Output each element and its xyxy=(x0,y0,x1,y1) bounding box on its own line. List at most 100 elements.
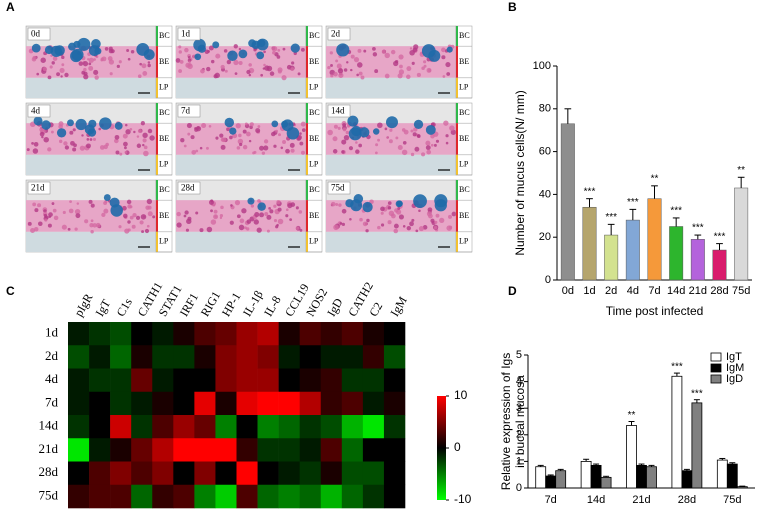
cell xyxy=(83,74,89,80)
cell xyxy=(299,141,304,146)
cell xyxy=(300,121,306,127)
cell xyxy=(187,216,192,221)
heat-cell xyxy=(194,391,216,416)
cell xyxy=(137,74,142,79)
x-tick-label: 75d xyxy=(732,285,750,297)
cell xyxy=(44,218,48,222)
cell xyxy=(195,149,199,153)
mucus-cell xyxy=(385,116,398,129)
cell xyxy=(350,54,355,59)
cell xyxy=(139,62,142,66)
cell xyxy=(210,219,217,225)
cell xyxy=(362,221,368,227)
cell xyxy=(330,201,336,207)
heat-cell xyxy=(68,322,90,346)
cell xyxy=(269,209,274,214)
cell xyxy=(41,135,44,139)
cell xyxy=(409,221,414,227)
cell xyxy=(358,143,363,148)
heat-cell xyxy=(383,391,406,416)
cell xyxy=(281,75,287,81)
cell xyxy=(276,200,281,205)
x-tick-label: 2d xyxy=(605,285,617,297)
cell xyxy=(377,138,380,142)
cell xyxy=(118,225,122,229)
cell xyxy=(33,141,39,147)
label-box xyxy=(27,27,51,41)
heat-cell xyxy=(257,438,279,462)
mucus-cell xyxy=(227,50,238,61)
heat-cell xyxy=(131,461,153,486)
heat-cell xyxy=(236,345,258,369)
cell xyxy=(119,152,123,156)
cell xyxy=(42,66,48,72)
micrograph-label: 2d xyxy=(331,29,341,39)
y-tick-label: 0 xyxy=(545,274,551,286)
cell xyxy=(402,140,407,145)
heat-cell xyxy=(152,415,174,439)
cell xyxy=(85,143,91,149)
cell xyxy=(32,55,37,60)
heat-cell xyxy=(362,461,385,486)
cell xyxy=(289,142,295,148)
heat-cell xyxy=(110,345,132,369)
cell xyxy=(414,146,420,152)
cell xyxy=(277,218,284,225)
cell xyxy=(187,63,193,70)
cell xyxy=(195,211,199,215)
legend-label: IgD xyxy=(726,373,743,385)
cell xyxy=(224,69,228,73)
cell xyxy=(329,51,333,55)
cell xyxy=(89,138,93,141)
heat-cell xyxy=(215,415,237,439)
cell xyxy=(90,203,95,208)
heat-cell xyxy=(341,461,364,486)
cell xyxy=(393,228,399,234)
cell xyxy=(442,75,446,78)
heat-cell xyxy=(110,438,132,462)
lamina xyxy=(326,77,456,98)
cell xyxy=(355,141,358,144)
cell xyxy=(88,62,92,66)
mucus-cell xyxy=(70,50,83,63)
legend-swatch xyxy=(710,363,722,373)
cell xyxy=(239,218,245,224)
cell xyxy=(380,206,385,212)
y-axis-label: Relative expression of Igs xyxy=(499,353,513,490)
cell xyxy=(387,220,392,225)
cell xyxy=(40,57,46,63)
bar xyxy=(580,460,592,489)
layer-label: BC xyxy=(159,108,170,117)
heat-cell xyxy=(341,322,364,346)
label-box xyxy=(177,27,201,41)
cell xyxy=(301,128,306,132)
cell xyxy=(137,129,142,133)
cell xyxy=(355,149,360,154)
significance: *** xyxy=(692,223,704,234)
cell xyxy=(259,212,265,218)
cell xyxy=(226,127,230,132)
bar xyxy=(545,475,557,489)
label-box xyxy=(327,104,351,118)
y-axis-label: Number of mucus cells(N/ mm) xyxy=(513,90,527,255)
cell xyxy=(98,127,101,131)
cell xyxy=(428,68,432,73)
mucus-cell xyxy=(33,116,43,126)
label-box xyxy=(27,181,51,195)
cell xyxy=(199,146,203,150)
bar xyxy=(716,459,728,489)
cell xyxy=(188,60,191,64)
cell xyxy=(445,62,451,68)
heat-cell xyxy=(383,368,406,393)
cell xyxy=(401,128,406,132)
cell xyxy=(191,150,197,155)
cell xyxy=(114,138,119,144)
heat-cell xyxy=(152,438,174,462)
cell xyxy=(446,72,451,76)
cell xyxy=(76,202,80,205)
cell xyxy=(273,219,278,223)
cell xyxy=(410,152,415,157)
label-box xyxy=(327,27,351,41)
bar xyxy=(671,375,683,489)
x-tick-label: 4d xyxy=(627,285,639,297)
